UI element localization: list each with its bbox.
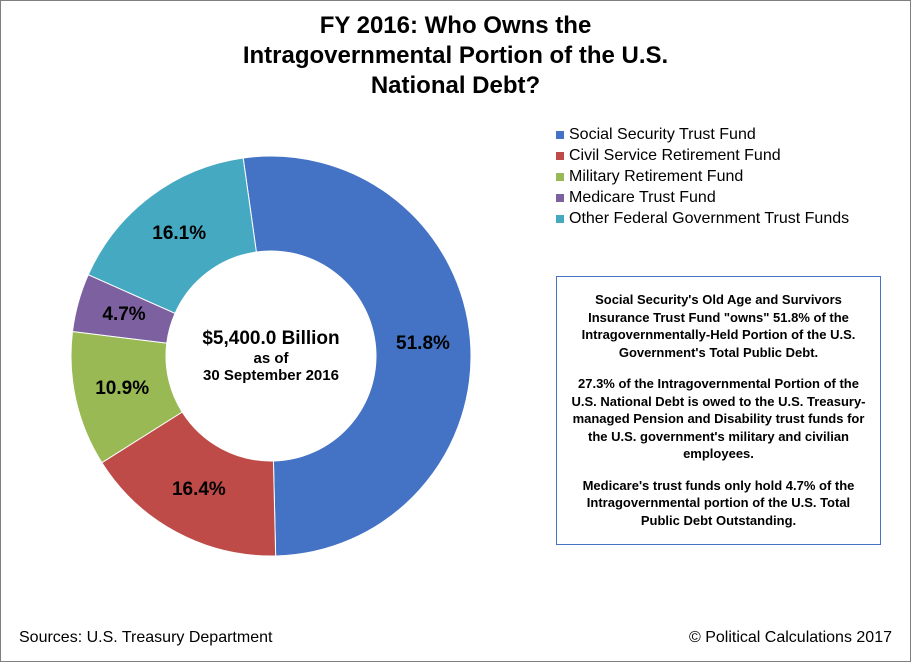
- legend-swatch: [556, 215, 564, 223]
- center-asof: as of: [171, 350, 371, 367]
- legend-item: Other Federal Government Trust Funds: [556, 210, 896, 228]
- legend-label: Medicare Trust Fund: [569, 189, 716, 207]
- chart-title: FY 2016: Who Owns theIntragovernmental P…: [1, 1, 910, 101]
- donut-chart: $5,400.0 Billion as of 30 September 2016…: [21, 136, 521, 576]
- chart-canvas: FY 2016: Who Owns theIntragovernmental P…: [0, 0, 911, 662]
- slice-label: 51.8%: [396, 333, 450, 355]
- info-paragraph: Social Security's Old Age and Survivors …: [569, 291, 868, 361]
- legend-swatch: [556, 194, 564, 202]
- donut-center-text: $5,400.0 Billion as of 30 September 2016: [171, 328, 371, 384]
- legend-swatch: [556, 173, 564, 181]
- legend-item: Civil Service Retirement Fund: [556, 147, 896, 165]
- legend: Social Security Trust Fund Civil Service …: [556, 126, 896, 231]
- source-label: Sources: U.S. Treasury Department: [19, 629, 272, 647]
- slice-label: 10.9%: [95, 378, 149, 400]
- slice-label: 16.4%: [172, 479, 226, 501]
- slice-label: 4.7%: [102, 304, 145, 326]
- copyright-label: © Political Calculations 2017: [689, 629, 892, 647]
- info-paragraph: 27.3% of the Intragovernmental Portion o…: [569, 375, 868, 463]
- slice-label: 16.1%: [152, 223, 206, 245]
- center-amount: $5,400.0 Billion: [171, 328, 371, 350]
- legend-item: Military Retirement Fund: [556, 168, 896, 186]
- legend-label: Social Security Trust Fund: [569, 126, 756, 144]
- center-date: 30 September 2016: [171, 367, 371, 384]
- legend-label: Military Retirement Fund: [569, 168, 743, 186]
- legend-swatch: [556, 131, 564, 139]
- info-paragraph: Medicare's trust funds only hold 4.7% of…: [569, 477, 868, 530]
- legend-item: Social Security Trust Fund: [556, 126, 896, 144]
- legend-label: Other Federal Government Trust Funds: [569, 210, 849, 228]
- legend-item: Medicare Trust Fund: [556, 189, 896, 207]
- info-box: Social Security's Old Age and Survivors …: [556, 276, 881, 545]
- legend-swatch: [556, 152, 564, 160]
- legend-label: Civil Service Retirement Fund: [569, 147, 781, 165]
